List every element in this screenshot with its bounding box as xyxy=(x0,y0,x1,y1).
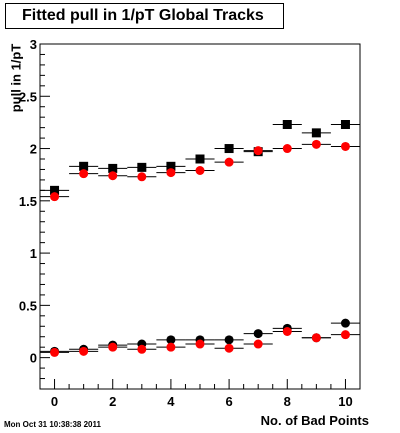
y-tick-label: 0.5 xyxy=(19,298,37,313)
y-tick-label: 2 xyxy=(30,142,37,157)
y-tick-label: 2.5 xyxy=(19,89,37,104)
data-point xyxy=(79,169,89,179)
data-point xyxy=(79,161,89,171)
data-point xyxy=(311,139,321,149)
timestamp: Mon Oct 31 10:38:38 2011 xyxy=(4,420,101,429)
x-tick-label: 2 xyxy=(109,394,116,409)
data-point xyxy=(224,335,234,345)
y-tick-label: 1.5 xyxy=(19,194,37,209)
data-point xyxy=(340,141,350,151)
data-point xyxy=(340,120,350,129)
data-point xyxy=(224,144,234,154)
data-point xyxy=(282,120,292,129)
data-point xyxy=(224,157,234,167)
data-point xyxy=(195,339,205,349)
data-point xyxy=(311,333,321,343)
data-point xyxy=(108,171,118,181)
data-series xyxy=(40,327,360,357)
x-tick-label: 8 xyxy=(284,394,291,409)
data-point xyxy=(340,318,350,328)
data-series xyxy=(40,120,360,195)
y-tick-label: 0 xyxy=(30,351,37,366)
data-point xyxy=(137,162,147,172)
data-point xyxy=(253,339,263,349)
data-point xyxy=(137,344,147,354)
data-point xyxy=(50,347,60,357)
x-tick-label: 10 xyxy=(338,394,352,409)
data-point xyxy=(282,144,292,154)
x-axis-label: No. of Bad Points xyxy=(260,413,369,428)
data-point xyxy=(50,192,60,202)
data-point xyxy=(166,168,176,178)
data-point xyxy=(50,185,60,195)
data-point xyxy=(195,154,205,164)
data-point xyxy=(166,161,176,171)
data-point xyxy=(195,166,205,175)
data-point xyxy=(253,146,263,156)
data-point xyxy=(79,346,89,356)
data-point xyxy=(340,330,350,340)
data-point xyxy=(311,128,321,138)
data-point xyxy=(253,329,263,339)
data-point xyxy=(137,172,147,182)
x-tick-label: 0 xyxy=(51,394,58,409)
data-point xyxy=(224,343,234,353)
data-point xyxy=(166,342,176,352)
data-series xyxy=(40,139,360,202)
data-point xyxy=(166,335,176,345)
x-tick-label: 4 xyxy=(167,394,175,409)
x-tick-label: 6 xyxy=(225,394,232,409)
data-point xyxy=(108,163,118,173)
chart-title: Fitted pull in 1/pT Global Tracks xyxy=(5,3,284,29)
y-tick-label: 3 xyxy=(30,37,37,52)
y-tick-label: 1 xyxy=(30,246,37,261)
data-point xyxy=(282,327,292,336)
data-point xyxy=(108,342,118,352)
